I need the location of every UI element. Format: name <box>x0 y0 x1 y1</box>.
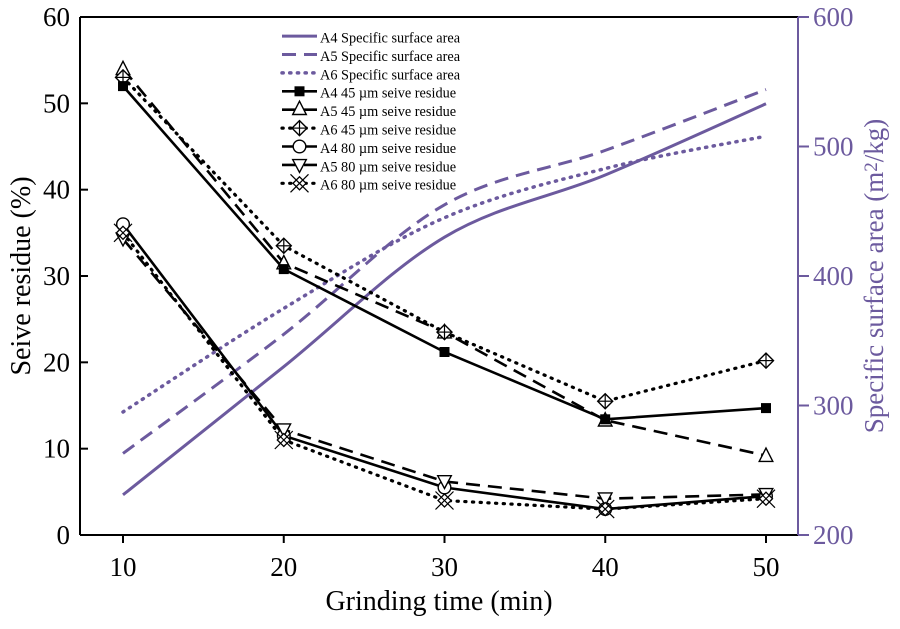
svg-text:20: 20 <box>43 347 70 377</box>
svg-text:Grinding time (min): Grinding time (min) <box>325 586 552 617</box>
svg-text:500: 500 <box>813 132 854 162</box>
svg-text:30: 30 <box>431 552 458 582</box>
svg-text:A6 80 µm seive residue: A6 80 µm seive residue <box>320 178 456 194</box>
svg-text:10: 10 <box>43 434 70 464</box>
svg-text:20: 20 <box>270 552 297 582</box>
svg-text:50: 50 <box>43 88 70 118</box>
svg-text:200: 200 <box>813 520 854 550</box>
svg-text:60: 60 <box>43 2 70 32</box>
svg-text:A5 Specific surface area: A5 Specific surface area <box>320 49 461 65</box>
svg-text:300: 300 <box>813 391 854 421</box>
svg-text:A5 45 µm seive residue: A5 45 µm seive residue <box>320 104 456 120</box>
svg-text:40: 40 <box>592 552 619 582</box>
svg-text:A4 45 µm seive residue: A4 45 µm seive residue <box>320 86 456 102</box>
svg-text:A4 80 µm seive residue: A4 80 µm seive residue <box>320 141 456 157</box>
svg-text:A5 80 µm seive residue: A5 80 µm seive residue <box>320 159 456 175</box>
svg-text:A6 45 µm seive residue: A6 45 µm seive residue <box>320 123 456 139</box>
svg-text:10: 10 <box>110 552 137 582</box>
svg-text:40: 40 <box>43 175 70 205</box>
svg-text:30: 30 <box>43 261 70 291</box>
svg-text:A6 Specific surface area: A6 Specific surface area <box>320 67 461 83</box>
svg-text:A4 Specific surface area: A4 Specific surface area <box>320 31 461 47</box>
svg-text:0: 0 <box>57 520 71 550</box>
svg-text:50: 50 <box>753 552 780 582</box>
svg-text:Seive residue (%): Seive residue (%) <box>6 176 37 375</box>
svg-text:400: 400 <box>813 261 854 291</box>
svg-text:600: 600 <box>813 2 854 32</box>
